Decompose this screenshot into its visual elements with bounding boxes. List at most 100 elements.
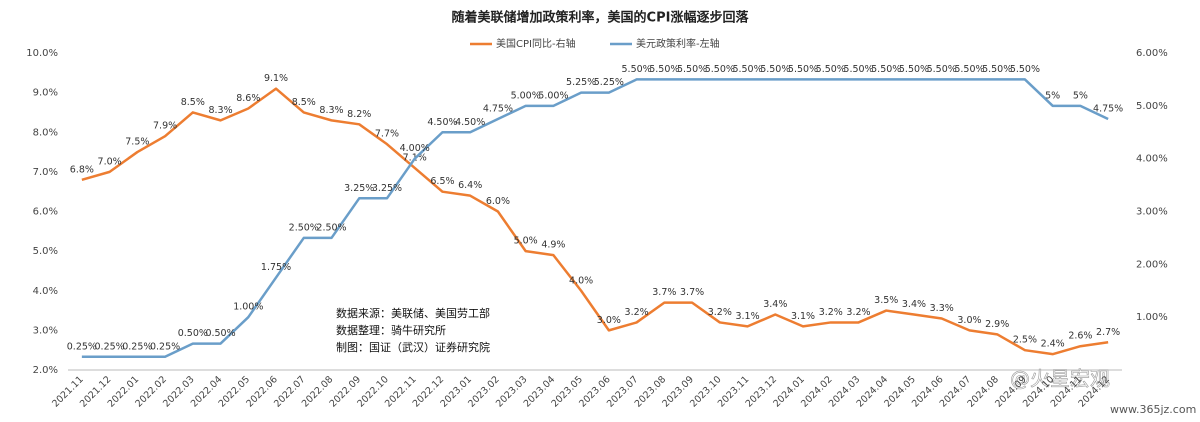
data-label: 5% — [1073, 90, 1088, 101]
data-label: 4.50% — [427, 117, 457, 128]
data-label: 5.50% — [677, 64, 707, 75]
data-label: 6.8% — [70, 164, 94, 175]
data-label: 3.25% — [372, 183, 402, 194]
data-label: 6.0% — [486, 196, 510, 207]
data-label: 7.0% — [98, 156, 122, 167]
y-tick-label: 9.0% — [33, 88, 58, 99]
data-label: 2.50% — [289, 222, 319, 233]
y-tick-label: 7.0% — [33, 167, 58, 178]
data-label: 5.25% — [566, 77, 596, 88]
watermark: www.365jz.com — [1110, 403, 1196, 416]
data-label: 3.2% — [846, 307, 870, 318]
data-label: 3.0% — [957, 315, 981, 326]
y-tick-label: 3.0% — [33, 325, 58, 336]
y-tick-label: 8.0% — [33, 127, 58, 138]
data-label: 6.4% — [458, 180, 482, 191]
data-label: 3.7% — [652, 287, 676, 298]
data-label: 2.50% — [316, 222, 346, 233]
series-line — [81, 78, 1109, 359]
data-label: 5.50% — [760, 64, 790, 75]
chart-title: 随着美联储增加政策利率，美国的CPI涨幅逐步回落 — [452, 10, 750, 26]
y-tick-label: 6.0% — [33, 207, 58, 218]
data-label: 4.0% — [569, 275, 593, 286]
annotation: 制图：国证（武汉）证券研究院 — [336, 340, 490, 354]
data-label: 2.4% — [1041, 339, 1065, 350]
y2-tick-label: 5.00% — [1136, 101, 1168, 112]
data-label: 7.9% — [153, 121, 177, 132]
y2-tick-label: 2.00% — [1136, 259, 1168, 270]
data-label: 3.2% — [625, 307, 649, 318]
data-label: 2.7% — [1096, 327, 1120, 338]
data-label: 2.9% — [985, 319, 1009, 330]
data-label: 3.5% — [874, 295, 898, 306]
data-label: 7.7% — [375, 129, 399, 140]
data-label: 5.0% — [514, 236, 538, 247]
y-tick-label: 5.0% — [33, 246, 58, 257]
data-label: 6.5% — [430, 176, 454, 187]
legend-label: 美国CPI同比-右轴 — [496, 37, 576, 50]
data-label: 5.50% — [788, 64, 818, 75]
data-label: 4.75% — [1093, 104, 1123, 115]
data-label: 5.50% — [732, 64, 762, 75]
data-label: 3.7% — [680, 287, 704, 298]
series-line — [81, 87, 1109, 356]
data-label: 8.2% — [347, 109, 371, 120]
y-tick-label: 10.0% — [26, 48, 58, 59]
y2-tick-label: 6.00% — [1136, 48, 1168, 59]
data-label: 5.50% — [899, 64, 929, 75]
data-label: 4.9% — [541, 240, 565, 251]
data-label: 3.3% — [930, 303, 954, 314]
data-label: 8.3% — [208, 105, 232, 116]
data-label: 4.50% — [455, 117, 485, 128]
data-label: 5.50% — [705, 64, 735, 75]
data-label: 5.50% — [954, 64, 984, 75]
data-label: 5.00% — [538, 90, 568, 101]
data-label: 7.5% — [125, 137, 149, 148]
data-label: 2.5% — [1013, 335, 1037, 346]
data-label: 3.25% — [344, 183, 374, 194]
data-label: 3.0% — [597, 315, 621, 326]
data-label: 5.50% — [816, 64, 846, 75]
data-label: 4.75% — [483, 104, 513, 115]
data-label: 5.50% — [871, 64, 901, 75]
data-label: 0.25% — [95, 341, 125, 352]
data-label: 9.1% — [264, 73, 288, 84]
data-label: 5.50% — [622, 64, 652, 75]
data-label: 0.25% — [150, 341, 180, 352]
data-label: 5.50% — [843, 64, 873, 75]
data-label: 5.50% — [927, 64, 957, 75]
data-label: 8.5% — [292, 97, 316, 108]
y2-tick-label: 4.00% — [1136, 154, 1168, 165]
data-label: 8.3% — [319, 105, 343, 116]
data-label: 8.6% — [236, 93, 260, 104]
data-label: 5.50% — [1010, 64, 1040, 75]
data-label: 0.25% — [122, 341, 152, 352]
data-label: 3.1% — [735, 311, 759, 322]
data-label: 1.00% — [233, 302, 263, 313]
data-label: 4.00% — [400, 143, 430, 154]
data-label: 3.2% — [708, 307, 732, 318]
data-label: 5.50% — [982, 64, 1012, 75]
data-label: 0.50% — [205, 328, 235, 339]
data-label: 1.75% — [261, 262, 291, 273]
annotation: 数据来源：美联储、美国劳工部 — [336, 306, 490, 320]
y2-tick-label: 3.00% — [1136, 207, 1168, 218]
data-label: 5.50% — [649, 64, 679, 75]
data-label: 0.50% — [178, 328, 208, 339]
data-label: 5.00% — [511, 90, 541, 101]
y2-tick-label: 1.00% — [1136, 312, 1168, 323]
data-label: 5.25% — [594, 77, 624, 88]
legend-label: 美元政策利率-左轴 — [636, 37, 720, 50]
data-label: 3.4% — [902, 299, 926, 310]
data-label: 3.1% — [791, 311, 815, 322]
data-label: 3.4% — [763, 299, 787, 310]
annotation: 数据整理：骑牛研究所 — [336, 323, 446, 337]
data-label: 0.25% — [67, 341, 97, 352]
y-tick-label: 2.0% — [33, 365, 58, 376]
data-label: 2.6% — [1068, 331, 1092, 342]
data-label: 5% — [1045, 90, 1060, 101]
data-label: 8.5% — [181, 97, 205, 108]
data-label: 3.2% — [819, 307, 843, 318]
